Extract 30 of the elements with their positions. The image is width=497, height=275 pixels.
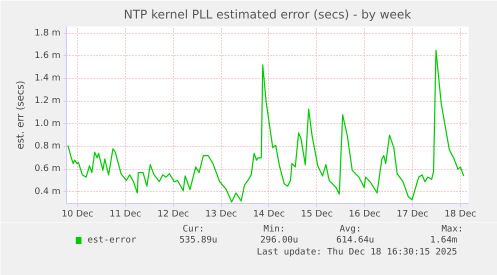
text: Cur: xyxy=(182,224,204,234)
y-tick-label: 1.4 m xyxy=(34,74,61,84)
text: Last update: Thu Dec 18 16:30:15 2025 xyxy=(256,248,458,258)
y-tick-label: 0.4 m xyxy=(34,186,61,197)
y-tick-label: 0.8 m xyxy=(34,142,61,152)
x-tick-label: 13 Dec xyxy=(205,210,237,220)
legend-label: est-error xyxy=(88,236,137,246)
x-tick-label: 15 Dec xyxy=(300,210,333,220)
text: Avg: xyxy=(340,224,362,234)
y-tick-label: 1.0 m xyxy=(34,118,61,129)
x-tick-label: 17 Dec xyxy=(396,210,428,220)
text: 614.64u xyxy=(336,236,374,246)
text: 296.00u xyxy=(260,236,298,246)
y-tick-label: 1.8 m xyxy=(34,28,61,38)
text: 1.64m xyxy=(430,236,458,246)
text: Max: xyxy=(441,224,464,234)
text: Min: xyxy=(264,224,286,234)
y-tick-label: 1.2 m xyxy=(34,96,61,106)
x-tick-label: 11 Dec xyxy=(109,210,142,220)
y-axis-title: est. err (secs) xyxy=(16,80,27,150)
x-tick-label: 16 Dec xyxy=(348,210,381,220)
x-tick-label: 18 Dec xyxy=(444,210,476,220)
chart-title: NTP kernel PLL estimated error (secs) - by week xyxy=(124,8,412,22)
y-tick-label: 0.6 m xyxy=(34,164,61,174)
text: 535.89u xyxy=(179,236,218,246)
x-tick-label: 14 Dec xyxy=(253,210,285,220)
line-series xyxy=(67,50,464,203)
x-tick-label: 10 Dec xyxy=(62,210,94,220)
y-tick-label: 1.6 m xyxy=(34,50,61,61)
x-tick-label: 12 Dec xyxy=(157,210,190,220)
